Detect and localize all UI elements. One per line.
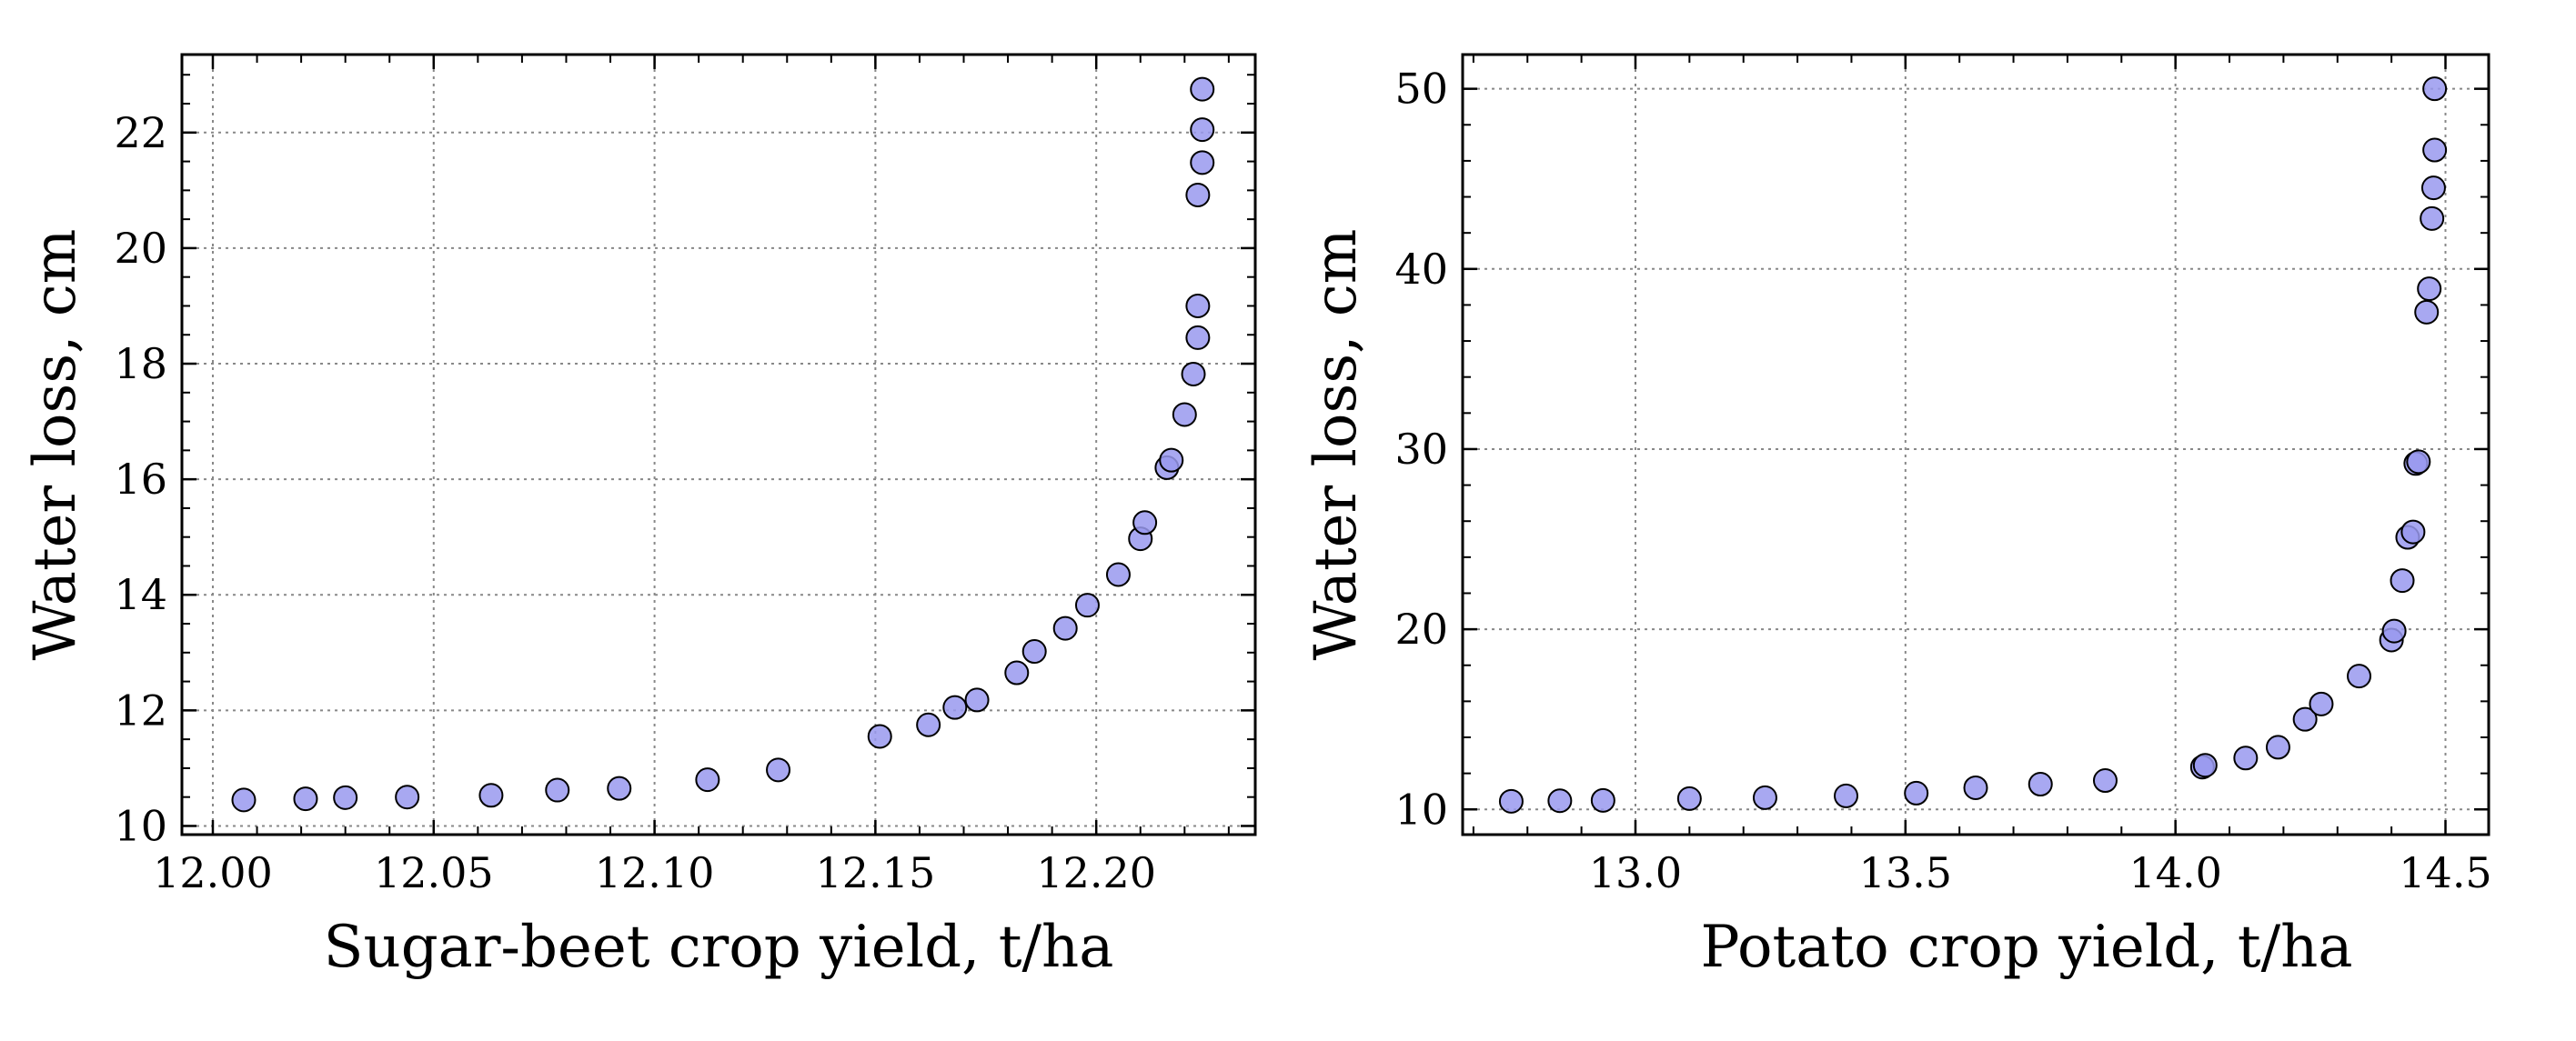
data-point (1185, 182, 1211, 207)
data-point (2233, 746, 2259, 771)
y-tick-labels: 10 12 14 16 18 20 22 (114, 108, 167, 851)
x-tick-label: 12.20 (1036, 848, 1156, 897)
data-point (2420, 175, 2446, 201)
data-point (1159, 447, 1184, 473)
data-point (867, 724, 892, 749)
axis-ticks (182, 55, 1255, 835)
y-tick-label: 18 (114, 339, 167, 388)
data-point (964, 687, 990, 713)
y-tick-label: 14 (114, 570, 167, 619)
data-point (1181, 361, 1206, 386)
data-point (916, 712, 941, 737)
data-point (2028, 772, 2053, 797)
y-tick-label: 20 (114, 224, 167, 273)
data-point (1004, 660, 1030, 686)
plot-frame (180, 53, 1257, 836)
data-point (2422, 76, 2448, 102)
data-point (1074, 593, 1100, 618)
x-tick-labels: 12.00 12.05 12.10 12.15 12.20 (153, 848, 1156, 897)
x-tick-label: 12.05 (374, 848, 494, 897)
data-point (1547, 788, 1573, 814)
data-point (2390, 568, 2415, 594)
x-tick-label: 12.00 (153, 848, 273, 897)
data-point (1132, 510, 1158, 536)
y-tick-label: 12 (114, 686, 167, 735)
y-tick-label: 50 (1394, 65, 1448, 114)
data-point (478, 783, 504, 808)
data-point (2309, 691, 2334, 716)
y-tick-label: 30 (1394, 425, 1448, 474)
data-point (1052, 616, 1078, 641)
data-point (2292, 706, 2318, 732)
data-point (231, 787, 257, 813)
data-point (766, 757, 791, 783)
data-point (1021, 639, 1047, 665)
data-point (1904, 780, 1929, 806)
data-point (1834, 783, 1859, 808)
data-point (2420, 205, 2445, 231)
y-axis-title: Water loss, cm (1303, 229, 1370, 661)
data-point (2422, 137, 2448, 163)
data-point (1752, 785, 1777, 810)
data-points (231, 76, 1215, 813)
data-point (1190, 76, 1215, 102)
y-tick-label: 40 (1394, 245, 1448, 294)
data-point (1105, 562, 1131, 587)
y-tick-label: 10 (114, 801, 167, 850)
data-point (333, 785, 358, 810)
data-point (2406, 449, 2431, 475)
y-axis-title: Water loss, cm (22, 229, 89, 661)
x-tick-label: 13.0 (1589, 848, 1682, 897)
x-tick-label: 14.5 (2399, 848, 2491, 897)
data-point (607, 776, 632, 801)
data-point (2192, 753, 2218, 778)
data-point (1190, 117, 1215, 143)
potato-panel: 13.0 13.5 14.0 14.5 10 20 30 40 50 Potato crop … (1303, 53, 2492, 981)
x-tick-label: 13.5 (1859, 848, 1952, 897)
data-point (942, 695, 968, 720)
data-point (1190, 150, 1215, 175)
grid-lines (1463, 55, 2489, 835)
x-axis-title: Potato crop yield, t/ha (1700, 914, 2352, 981)
data-point (1676, 786, 1702, 811)
data-points (1498, 76, 2448, 814)
data-point (545, 777, 570, 803)
data-point (2400, 519, 2426, 545)
data-point (1498, 788, 1524, 814)
y-tick-label: 22 (114, 108, 167, 157)
data-point (2347, 664, 2372, 689)
x-axis-title: Sugar-beet crop yield, t/ha (324, 914, 1114, 981)
data-point (2414, 299, 2440, 325)
y-tick-labels: 10 20 30 40 50 (1394, 65, 1448, 835)
data-point (2381, 618, 2407, 644)
y-tick-label: 16 (114, 455, 167, 504)
data-point (2417, 276, 2442, 302)
plot-frame (1461, 53, 2490, 836)
data-point (1963, 775, 1988, 800)
x-tick-label: 14.0 (2128, 848, 2221, 897)
data-point (293, 786, 318, 812)
sugar-beet-panel: 12.00 12.05 12.10 12.15 12.20 10 12 14 16 18 20 22… (22, 53, 1257, 981)
x-tick-labels: 13.0 13.5 14.0 14.5 (1589, 848, 2492, 897)
grid-lines (182, 55, 1255, 835)
data-point (695, 767, 720, 793)
data-point (2265, 735, 2290, 760)
data-point (1590, 787, 1615, 813)
axis-ticks (1463, 55, 2489, 835)
data-point (1172, 402, 1197, 427)
data-point (1185, 325, 1211, 350)
x-tick-label: 12.15 (816, 848, 936, 897)
data-point (395, 785, 420, 810)
data-point (1185, 293, 1211, 318)
y-tick-label: 20 (1394, 605, 1448, 654)
x-tick-label: 12.10 (595, 848, 715, 897)
y-tick-label: 10 (1394, 785, 1448, 834)
data-point (2092, 768, 2118, 794)
